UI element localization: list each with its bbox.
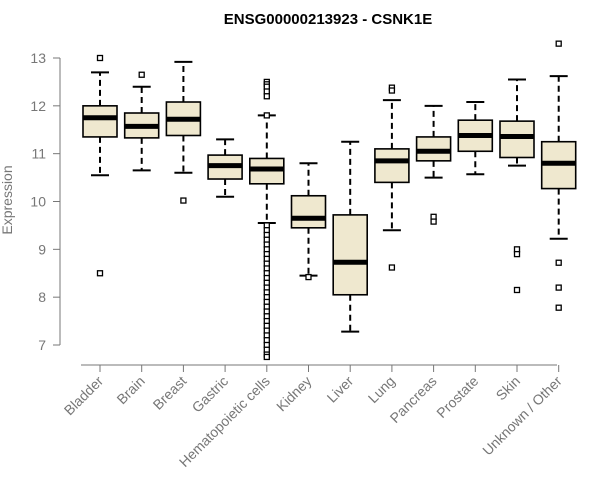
boxes-group (82, 40, 577, 361)
outlier-point (430, 218, 437, 225)
box-skin (499, 78, 535, 294)
outlier-point (513, 250, 521, 258)
y-tick-label: 7 (38, 337, 46, 353)
outlier-point (555, 259, 562, 266)
box-iqr (374, 148, 410, 184)
box-hematopoietic-cells (249, 78, 285, 361)
y-tick-label: 9 (38, 241, 46, 257)
y-tick-label: 13 (30, 50, 46, 66)
chart-title: ENSG00000213923 - CSNK1E (224, 11, 432, 28)
x-tick-label: Prostate (433, 373, 481, 421)
x-tick-label: Breast (150, 373, 190, 413)
outlier-point (263, 353, 270, 361)
outlier-point (263, 112, 270, 119)
box-lung (374, 84, 410, 271)
outlier-point (555, 40, 562, 47)
x-tick-label: Unknown / Other (479, 373, 565, 459)
outlier-point (138, 71, 145, 78)
box-iqr (499, 120, 535, 159)
y-axis-label: Expression (0, 165, 15, 234)
box-brain (123, 71, 160, 172)
y-axis-ticks: 7 8 9 10 11 12 13 (30, 50, 60, 353)
box-breast (165, 60, 202, 204)
outlier-point (513, 286, 521, 294)
outlier-point (263, 93, 270, 100)
box-iqr (82, 105, 118, 138)
x-tick-label: Liver (324, 373, 357, 406)
box-prostate (457, 101, 494, 176)
outlier-point (388, 264, 396, 271)
outlier-point (555, 284, 562, 291)
y-tick-label: 10 (30, 194, 46, 210)
box-liver (332, 140, 369, 333)
x-tick-label: Bladder (61, 373, 107, 419)
box-kidney (290, 162, 327, 281)
outlier-point (305, 273, 312, 281)
x-tick-label: Kidney (273, 373, 315, 415)
x-tick-label: Lung (365, 373, 398, 406)
y-tick-label: 8 (38, 289, 46, 305)
box-gastric (207, 138, 243, 198)
x-tick-label: Brain (113, 373, 147, 407)
box-bladder (82, 54, 118, 277)
y-tick-label: 11 (31, 146, 46, 162)
x-tick-label: Skin (493, 373, 524, 404)
box-iqr (290, 194, 327, 229)
outlier-point (96, 54, 104, 62)
box-iqr (332, 214, 369, 296)
y-tick-label: 12 (30, 98, 46, 114)
outlier-point (180, 197, 187, 204)
outlier-point (388, 87, 396, 94)
outlier-point (96, 270, 104, 277)
outlier-point (555, 304, 562, 311)
box-unknown-other (540, 40, 577, 311)
box-pancreas (415, 104, 452, 225)
